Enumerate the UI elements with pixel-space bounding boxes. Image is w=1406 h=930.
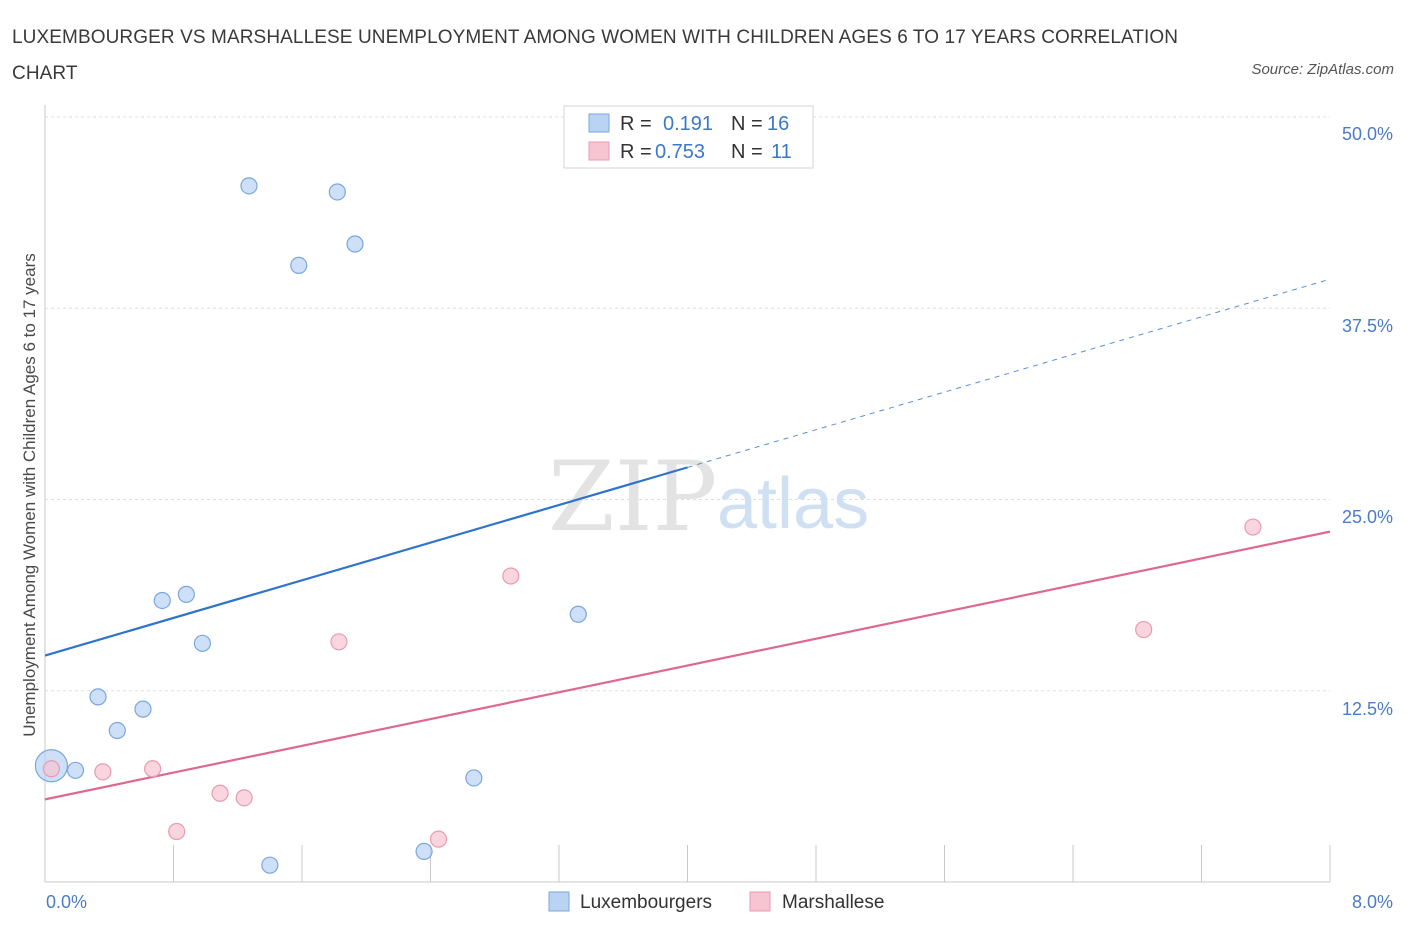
legend-box: R = 0.191 N = 16 R = 0.753 N = 11 bbox=[563, 105, 814, 169]
y-tick-label: 12.5% bbox=[1342, 699, 1393, 719]
point-luxembourgers bbox=[240, 177, 258, 195]
point-luxembourgers bbox=[261, 856, 279, 874]
point-luxembourgers bbox=[177, 585, 195, 603]
trend-line-luxembourgers bbox=[44, 466, 688, 657]
point-luxembourgers bbox=[108, 721, 126, 740]
data-points bbox=[34, 177, 1262, 874]
watermark: ZIP atlas bbox=[548, 441, 869, 553]
legend-n-value: 11 bbox=[771, 141, 792, 163]
chart-title: LUXEMBOURGER VS MARSHALLESE UNEMPLOYMENT… bbox=[12, 27, 1179, 84]
point-luxembourgers bbox=[328, 183, 346, 201]
bottom-legend: Luxembourgers Marshallese bbox=[548, 891, 884, 913]
legend-n-label: N = bbox=[731, 141, 763, 163]
y-tick-label: 50.0% bbox=[1342, 124, 1393, 144]
bottom-legend-label: Marshallese bbox=[782, 892, 884, 913]
grid-lines bbox=[45, 116, 1330, 692]
y-axis-label: Unemployment Among Women with Children A… bbox=[20, 253, 39, 737]
y-tick-label: 37.5% bbox=[1342, 316, 1393, 336]
bottom-legend-swatch-luxembourgers bbox=[548, 891, 570, 912]
source-credit: Source: ZipAtlas.com bbox=[1251, 61, 1394, 78]
legend-r-label: R = bbox=[620, 141, 652, 163]
legend-swatch-marshallese bbox=[588, 141, 610, 161]
watermark-zip: ZIP bbox=[548, 441, 717, 553]
bottom-legend-swatch-marshallese bbox=[749, 891, 771, 912]
legend-r-label: R = bbox=[620, 113, 652, 135]
point-marshallese bbox=[42, 760, 61, 778]
point-luxembourgers bbox=[346, 235, 364, 253]
point-luxembourgers bbox=[569, 605, 587, 623]
watermark-atlas: atlas bbox=[717, 464, 869, 544]
point-luxembourgers bbox=[134, 700, 152, 718]
point-marshallese bbox=[168, 822, 186, 841]
point-marshallese bbox=[1244, 518, 1262, 536]
point-luxembourgers bbox=[193, 634, 212, 652]
point-marshallese bbox=[235, 789, 253, 807]
point-luxembourgers bbox=[153, 591, 171, 610]
point-luxembourgers bbox=[89, 688, 107, 706]
point-luxembourgers bbox=[290, 256, 308, 275]
point-marshallese bbox=[94, 763, 112, 781]
point-marshallese bbox=[211, 784, 229, 802]
trend-line-luxembourgers-extension bbox=[687, 278, 1331, 468]
legend-n-label: N = bbox=[731, 113, 763, 135]
y-tick-labels: 50.0% 37.5% 25.0% 12.5% bbox=[1342, 124, 1393, 719]
point-marshallese bbox=[502, 567, 520, 585]
legend-r-value: 0.753 bbox=[655, 141, 705, 163]
point-marshallese bbox=[144, 760, 162, 778]
trend-lines bbox=[44, 278, 1331, 801]
y-tick-label: 25.0% bbox=[1342, 507, 1393, 527]
legend-n-value: 16 bbox=[767, 113, 789, 135]
point-marshallese bbox=[429, 830, 448, 848]
point-marshallese bbox=[330, 633, 348, 651]
point-luxembourgers bbox=[465, 769, 483, 787]
legend-r-value: 0.191 bbox=[663, 113, 713, 135]
point-luxembourgers bbox=[66, 761, 85, 779]
x-tick-label-max: 8.0% bbox=[1352, 892, 1393, 912]
point-luxembourgers bbox=[415, 842, 433, 861]
trend-line-marshallese bbox=[44, 530, 1331, 801]
bottom-legend-label: Luxembourgers bbox=[580, 892, 712, 913]
x-tick-label-min: 0.0% bbox=[46, 892, 87, 912]
legend-swatch-luxembourgers bbox=[588, 113, 610, 133]
point-marshallese bbox=[1135, 620, 1153, 639]
x-tick-marks bbox=[44, 845, 1331, 882]
